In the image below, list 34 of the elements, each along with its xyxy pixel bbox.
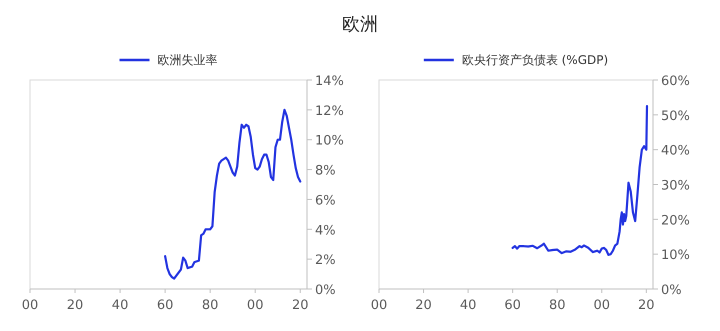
- y-tick-label: 4%: [315, 223, 336, 238]
- y-tick-label: 8%: [315, 164, 336, 179]
- x-tick-label: 60: [156, 298, 174, 313]
- y-tick-label: 0%: [661, 283, 682, 298]
- y-tick-label: 40%: [661, 144, 690, 159]
- y-tick-label: 14%: [315, 74, 344, 89]
- y-tick-label: 6%: [315, 193, 336, 208]
- y-tick-label: 20%: [661, 213, 690, 228]
- x-tick-label: 80: [202, 298, 218, 313]
- y-tick-label: 10%: [661, 248, 690, 264]
- y-tick-label: 2%: [315, 253, 336, 268]
- x-tick-label: 00: [22, 298, 38, 313]
- x-tick-label: 00: [593, 298, 610, 313]
- y-tick-label: 30%: [661, 178, 690, 194]
- x-tick-label: 20: [66, 298, 84, 313]
- x-tick-label: 60: [504, 298, 521, 313]
- line-series: [164, 108, 302, 280]
- legend-label: 欧洲失业率: [158, 53, 218, 67]
- x-tick-label: 20: [415, 298, 432, 313]
- y-tick-label: 0%: [315, 283, 336, 298]
- y-tick-label: 50%: [661, 108, 690, 124]
- x-tick-label: 00: [246, 298, 264, 313]
- x-tick-label: 40: [112, 298, 128, 313]
- text: 欧洲: [342, 14, 378, 35]
- y-tick-label: 12%: [315, 104, 344, 119]
- x-tick-label: 80: [548, 298, 566, 313]
- x-tick-label: 20: [638, 298, 655, 313]
- x-tick-label: 40: [460, 298, 476, 313]
- x-tick-label: 00: [370, 298, 388, 313]
- y-tick-label: 10%: [315, 134, 344, 149]
- legend-label: 欧央行资产负债表 (%GDP): [462, 53, 608, 67]
- line-series: [512, 105, 648, 256]
- y-tick-label: 60%: [661, 74, 690, 89]
- x-tick-label: 20: [292, 298, 309, 313]
